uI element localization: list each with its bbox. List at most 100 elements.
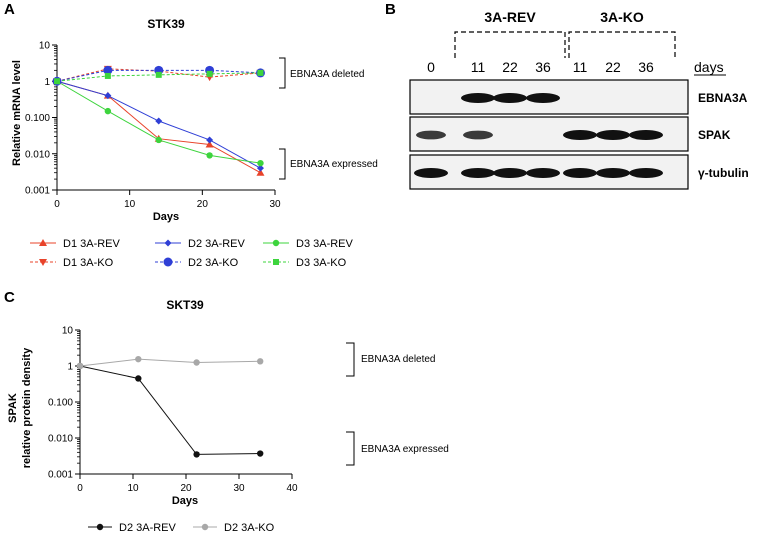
chart-a-point-5-3 xyxy=(206,70,213,77)
chart-a-ytick-label: 1 xyxy=(44,77,50,88)
chart-c-point-1-1 xyxy=(135,355,142,363)
chart-c-bracket-expressed xyxy=(346,431,355,466)
chart-c-legend: D2 3A-REV D2 3A-KO xyxy=(88,522,275,534)
chart-a-ytick-label: 10 xyxy=(39,41,51,52)
legend-a-label-3: D1 3A-KO xyxy=(63,257,114,269)
chart-a-series-line-1 xyxy=(56,80,261,169)
chart-c-ylabel-2: relative protein density xyxy=(21,347,33,468)
chart-c: SKT39 SPAK relative protein density Days… xyxy=(7,298,449,507)
chart-a-point-2-1 xyxy=(104,107,112,115)
chart-c-series-line-1 xyxy=(79,358,261,367)
band-1-5 xyxy=(596,130,630,140)
legend-c-label-1: D2 3A-KO xyxy=(224,522,275,534)
chart-c-ytick-label: 1 xyxy=(67,362,73,373)
lane-label-3: 36 xyxy=(535,59,551,75)
band-2-1 xyxy=(461,168,495,178)
chart-a-xtick-label: 30 xyxy=(269,199,281,210)
lane-label-6: 36 xyxy=(638,59,654,75)
band-2-5 xyxy=(596,168,630,178)
band-2-0 xyxy=(414,168,448,178)
group-label-ko: 3A-KO xyxy=(600,9,644,25)
chart-a-point-5-2 xyxy=(155,71,162,78)
band-1-0 xyxy=(416,130,446,140)
chart-a-ytick-label: 0.100 xyxy=(25,113,50,124)
lane-label-4: 11 xyxy=(573,59,588,75)
legend-a-marker-3 xyxy=(39,259,47,266)
chart-a-bracket-deleted xyxy=(279,57,286,89)
chart-c-xtick-label: 10 xyxy=(127,483,139,494)
chart-a-point-5-0 xyxy=(54,78,60,85)
chart-c-xtick-label: 40 xyxy=(286,483,298,494)
band-2-3 xyxy=(526,168,560,178)
chart-c-series-line-0 xyxy=(79,365,261,455)
chart-c-ytick-label: 0.001 xyxy=(48,470,73,481)
band-1-1 xyxy=(463,130,493,140)
legend-a-marker-2 xyxy=(272,239,280,247)
legend-a-label-2: D3 3A-REV xyxy=(296,238,354,250)
chart-a-ytick-label: 0.010 xyxy=(25,149,50,160)
chart-c-point-0-2 xyxy=(193,451,200,458)
legend-c-label-0: D2 3A-REV xyxy=(119,522,177,534)
blot-label-0: EBNA3A xyxy=(698,91,748,105)
chart-a: STK39 Relative mRNA level Days 0.001 0.01… xyxy=(11,17,378,223)
legend-a-label-1: D2 3A-REV xyxy=(188,238,246,250)
chart-c-ytick-label: 0.100 xyxy=(48,398,73,409)
legend-a-marker-0 xyxy=(39,239,47,246)
chart-c-xtick-label: 0 xyxy=(77,483,83,494)
chart-c-xtick-label: 20 xyxy=(180,483,192,494)
legend-a-marker-5 xyxy=(273,259,279,265)
lane-label-2: 22 xyxy=(502,59,518,75)
chart-a-point-0-3 xyxy=(205,140,214,148)
chart-a-legend: D1 3A-REV D2 3A-REV D3 3A-REV D1 3A-KO D2 3A… xyxy=(30,238,354,269)
legend-c-marker-0 xyxy=(96,523,104,531)
band-0-2 xyxy=(493,93,527,103)
band-0-1 xyxy=(461,93,495,103)
chart-c-annot-expressed: EBNA3A expressed xyxy=(361,444,449,455)
panel-letter-c: C xyxy=(4,289,15,306)
band-1-4 xyxy=(563,130,597,140)
panel-letter-a: A xyxy=(4,1,15,18)
group-bracket-rev xyxy=(454,31,566,58)
panel-letter-b: B xyxy=(385,1,396,18)
chart-a-point-5-1 xyxy=(104,72,111,79)
lane-label-1: 11 xyxy=(471,59,486,75)
chart-a-point-0-4 xyxy=(256,168,265,176)
chart-c-point-1-2 xyxy=(193,359,200,366)
chart-a-ylabel: Relative mRNA level xyxy=(11,60,23,166)
legend-a-label-4: D2 3A-KO xyxy=(188,257,239,269)
chart-a-point-1-2 xyxy=(155,117,163,125)
chart-a-point-1-4 xyxy=(256,164,264,172)
chart-c-point-0-1 xyxy=(135,375,142,382)
chart-c-bracket-deleted xyxy=(346,342,355,377)
chart-a-point-2-4 xyxy=(257,159,264,167)
blot-label-1: SPAK xyxy=(698,128,731,142)
band-2-4 xyxy=(563,168,597,178)
chart-a-bracket-expressed xyxy=(279,148,286,180)
chart-a-xtick-label: 0 xyxy=(54,199,60,210)
chart-a-series-line-3 xyxy=(56,68,261,82)
chart-c-ylabel-1: SPAK xyxy=(7,393,19,423)
chart-c-title: SKT39 xyxy=(166,298,204,312)
chart-a-point-5-4 xyxy=(257,69,264,76)
blot-label-2: γ-tubulin xyxy=(698,166,749,180)
chart-c-annot-deleted: EBNA3A deleted xyxy=(361,354,436,365)
chart-a-xlabel: Days xyxy=(153,211,179,223)
legend-a-marker-1 xyxy=(164,239,172,247)
chart-a-point-1-1 xyxy=(104,92,112,100)
group-bracket-ko xyxy=(568,31,676,58)
chart-a-point-1-3 xyxy=(206,136,214,144)
band-0-3 xyxy=(526,93,560,103)
chart-a-title: STK39 xyxy=(147,17,185,31)
chart-c-point-1-0 xyxy=(76,362,84,370)
chart-a-point-2-2 xyxy=(155,136,162,144)
band-2-2 xyxy=(493,168,527,178)
legend-a-label-5: D3 3A-KO xyxy=(296,257,347,269)
band-1-6 xyxy=(629,130,663,140)
lane-label-5: 22 xyxy=(605,59,621,75)
chart-a-point-4-1 xyxy=(103,65,113,75)
legend-a-marker-4 xyxy=(163,257,173,267)
group-label-rev: 3A-REV xyxy=(484,9,536,25)
chart-a-xtick-label: 20 xyxy=(197,199,209,210)
chart-c-xtick-label: 30 xyxy=(233,483,245,494)
